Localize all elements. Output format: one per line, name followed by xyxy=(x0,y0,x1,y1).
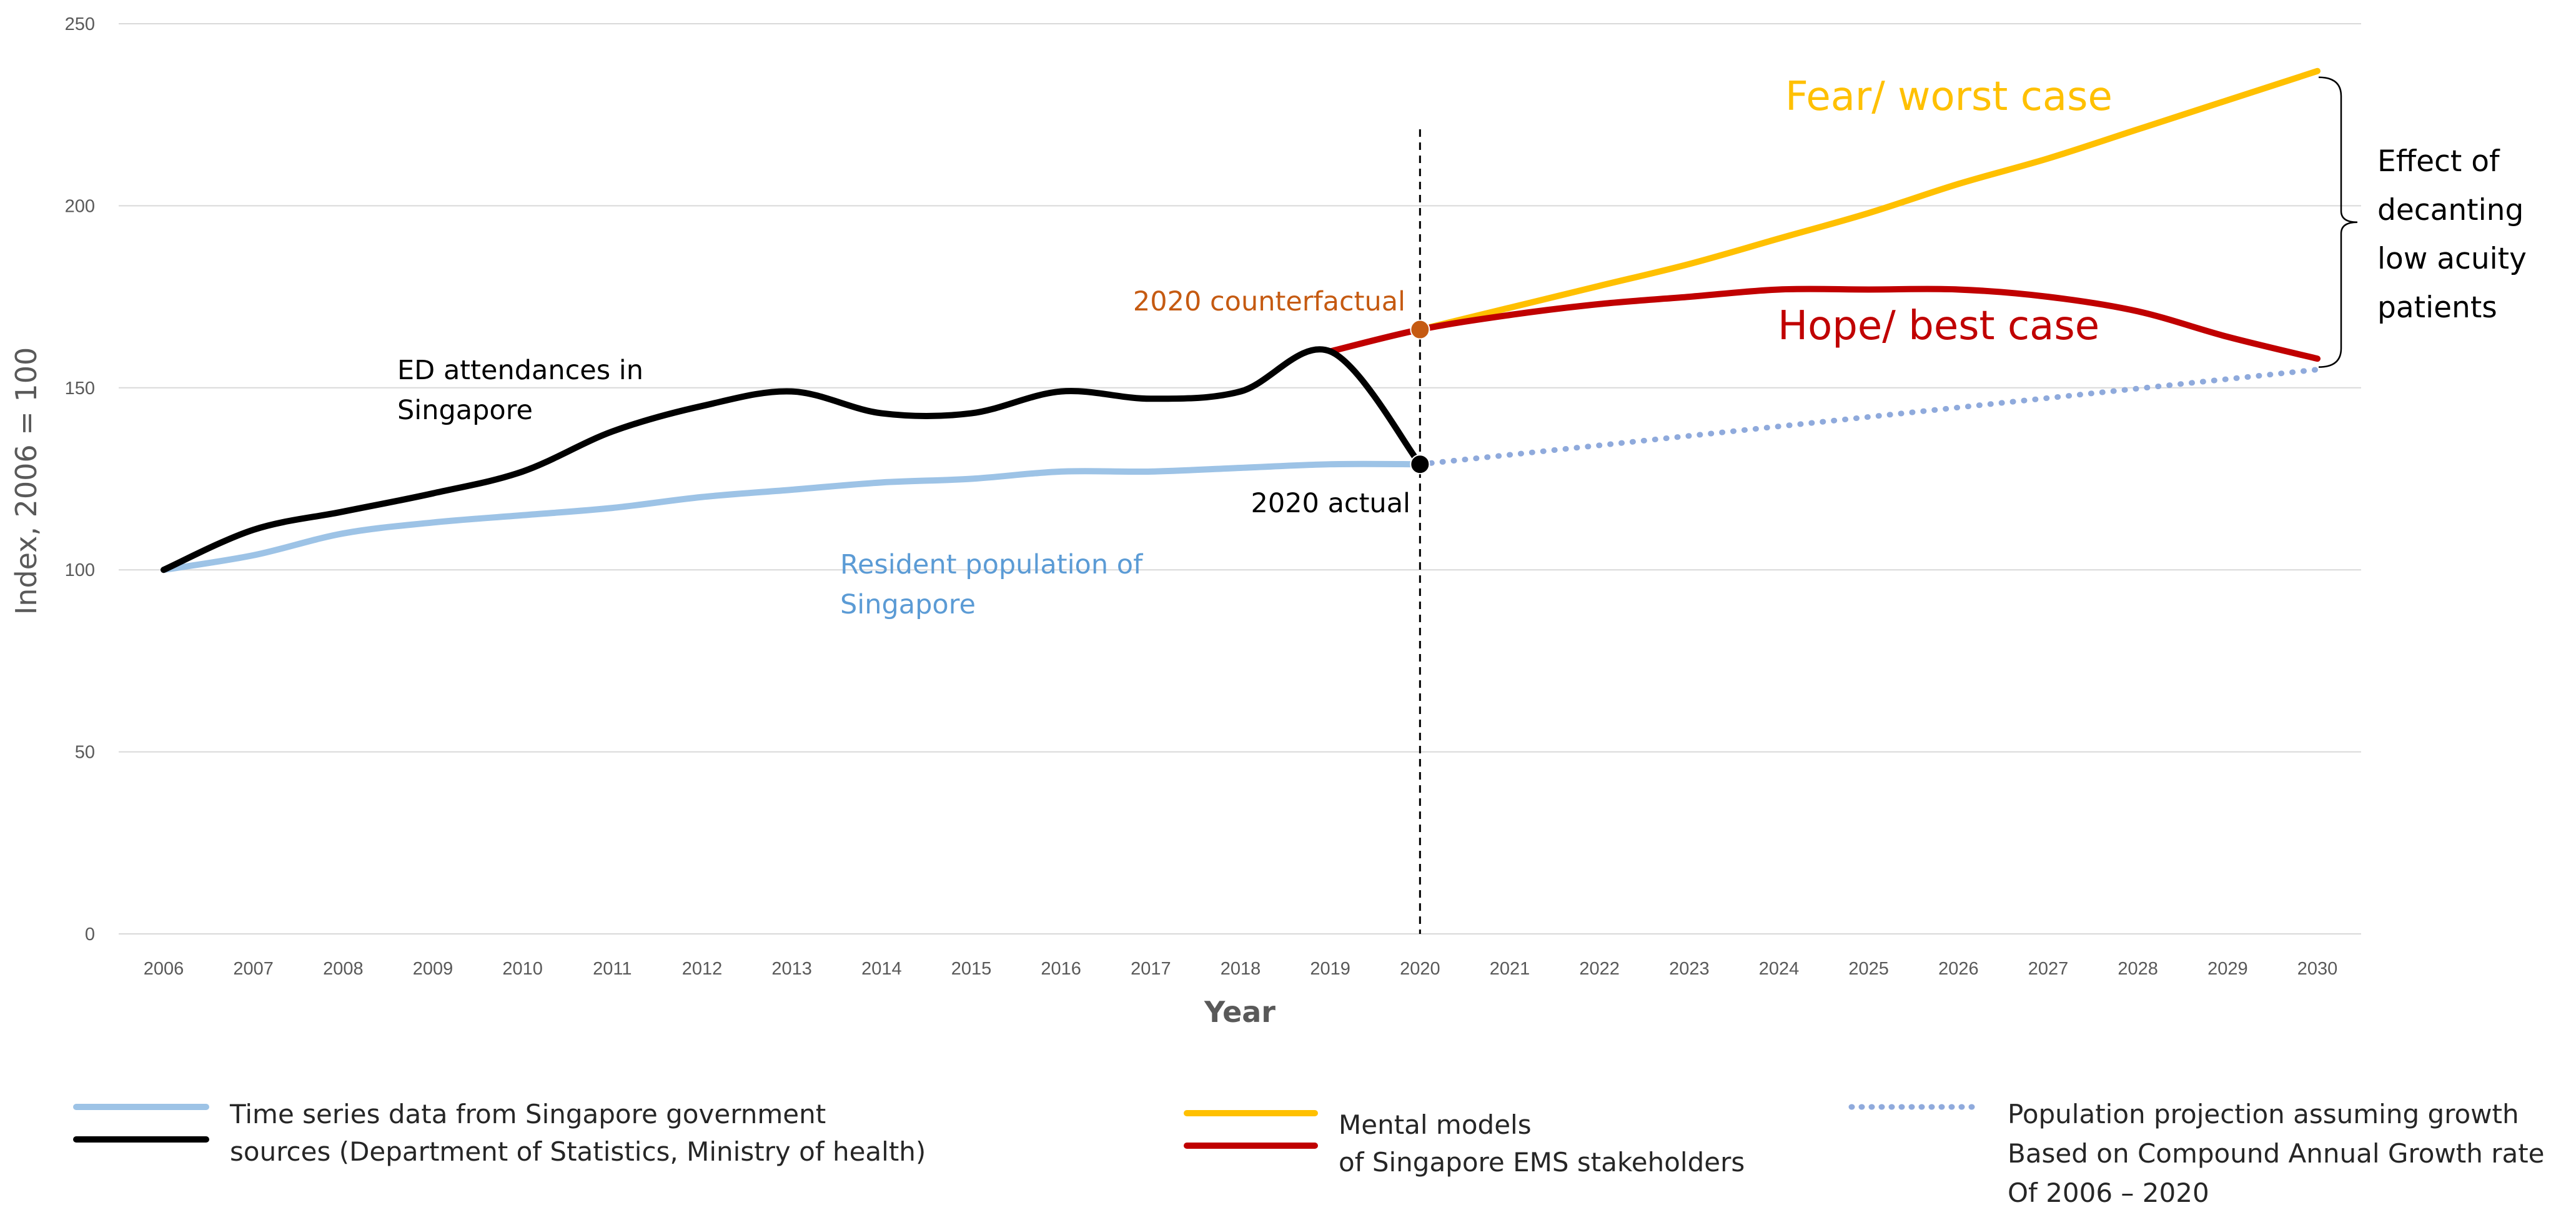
annotation-hope-best-case: Hope/ best case xyxy=(1778,303,2099,349)
y-tick-label-0: 0 xyxy=(85,925,95,945)
series-line-fear-worst-case xyxy=(1417,67,2321,333)
series-line-ed-attendances-in-singapore xyxy=(161,346,1424,573)
y-tick-label-150: 150 xyxy=(65,379,95,399)
x-tick-label-2011: 2011 xyxy=(593,959,632,979)
x-tick-label-2028: 2028 xyxy=(2118,959,2158,979)
x-tick-label-2015: 2015 xyxy=(951,959,992,979)
x-tick-label-2030: 2030 xyxy=(2297,959,2338,979)
annotation-effect-of-decanting: Effect of decanting low acuity patients xyxy=(2377,144,2527,325)
x-tick-label-2024: 2024 xyxy=(1759,959,1800,979)
x-tick-label-2029: 2029 xyxy=(2207,959,2248,979)
gridlines xyxy=(119,23,2361,935)
series-line-resident-population-of-singapore xyxy=(161,460,1424,573)
legend-text-mental-models: Mental models xyxy=(1339,1109,1532,1140)
y-tick-label-100: 100 xyxy=(65,560,95,580)
legend-text-government-data: Time series data from Singapore governme… xyxy=(229,1099,826,1129)
legend-text-projection: Population projection assuming growth xyxy=(2008,1099,2519,1129)
x-tick-label-2019: 2019 xyxy=(1310,959,1350,979)
x-tick-label-2020: 2020 xyxy=(1400,959,1440,979)
x-tick-label-2009: 2009 xyxy=(413,959,453,979)
legend-text-projection: Based on Compound Annual Growth rate xyxy=(2008,1138,2545,1169)
x-tick-label-2008: 2008 xyxy=(323,959,364,979)
series-line-population-projection xyxy=(1417,367,2321,467)
x-tick-label-2018: 2018 xyxy=(1221,959,1261,979)
x-tick-label-2014: 2014 xyxy=(861,959,902,979)
y-tick-labels: 0 50 100 150 200 250 xyxy=(65,14,95,945)
annotation-fear-worst-case: Fear/ worst case xyxy=(1785,74,2113,120)
point-markers xyxy=(1410,319,1430,475)
y-tick-label-50: 50 xyxy=(75,743,95,763)
annotation-2020-actual: 2020 actual xyxy=(1251,488,1410,519)
series-line-hope-best-case xyxy=(1327,285,2321,362)
x-axis-title: Year xyxy=(1204,995,1276,1029)
x-tick-label-2006: 2006 xyxy=(144,959,184,979)
x-tick-label-2022: 2022 xyxy=(1579,959,1620,979)
marker-2020-counterfactual xyxy=(1410,319,1430,340)
x-tick-label-2010: 2010 xyxy=(502,959,543,979)
x-tick-label-2007: 2007 xyxy=(233,959,274,979)
x-tick-label-2025: 2025 xyxy=(1848,959,1889,979)
effect-brace xyxy=(2318,76,2358,368)
y-tick-label-200: 200 xyxy=(65,196,95,216)
annotation-ed-attendances: ED attendances in Singapore xyxy=(397,355,643,426)
x-tick-label-2013: 2013 xyxy=(771,959,812,979)
y-tick-label-250: 250 xyxy=(65,14,95,34)
x-tick-labels: 2006 2007 2008 2009 2010 2011 2012 2013 2014 2015… xyxy=(144,959,2338,979)
annotations: ED attendances in Singapore Resident popul… xyxy=(397,74,2527,620)
x-tick-label-2027: 2027 xyxy=(2028,959,2069,979)
x-tick-label-2012: 2012 xyxy=(682,959,723,979)
legend-text-government-data: sources (Department of Statistics, Minis… xyxy=(230,1136,926,1167)
legend-text-mental-models: of Singapore EMS stakeholders xyxy=(1339,1147,1745,1178)
series-lines xyxy=(161,67,2321,934)
legend: Time series data from Singapore governme… xyxy=(73,1099,2545,1208)
x-tick-label-2023: 2023 xyxy=(1669,959,1710,979)
annotation-2020-counterfactual: 2020 counterfactual xyxy=(1133,286,1405,317)
legend-text-projection: Of 2006 – 2020 xyxy=(2008,1178,2209,1208)
x-tick-label-2026: 2026 xyxy=(1938,959,1979,979)
marker-2020-actual xyxy=(1410,454,1430,475)
x-tick-label-2017: 2017 xyxy=(1131,959,1171,979)
annotation-resident-population: Resident population of Singapore xyxy=(840,549,1143,620)
x-tick-label-2021: 2021 xyxy=(1490,959,1530,979)
y-axis-title: Index, 2006 = 100 xyxy=(9,347,43,615)
x-tick-label-2016: 2016 xyxy=(1041,959,1081,979)
